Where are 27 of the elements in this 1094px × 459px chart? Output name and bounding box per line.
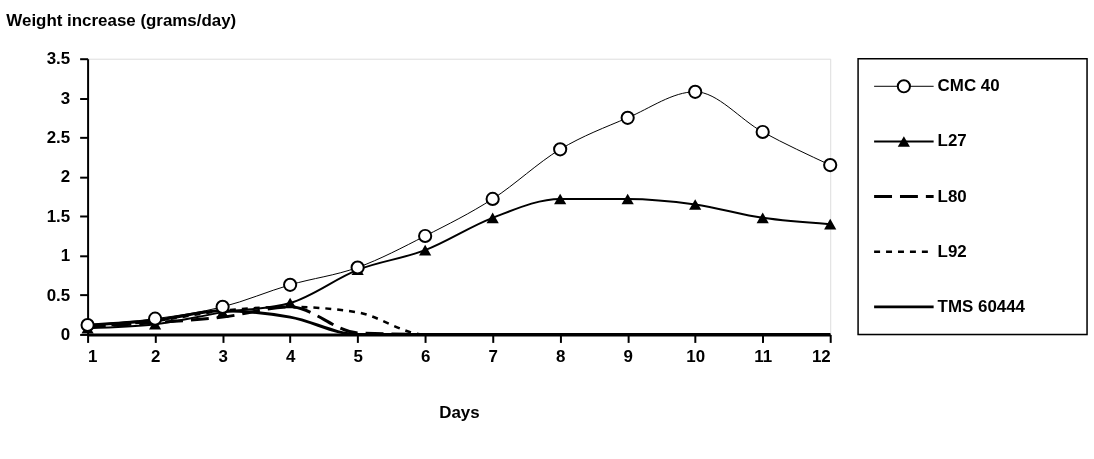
x-tick-label: 5 [353,346,363,366]
x-tick-label: 11 [754,346,773,366]
legend-label: L80 [937,186,967,206]
y-tick-label: 1.5 [46,206,71,226]
x-axis-title: Days [439,402,480,422]
y-tick-label: 2 [60,167,71,187]
x-tick-label: 7 [488,346,498,366]
x-tick-label: 8 [555,346,566,366]
legend-label: CMC 40 [937,76,1000,96]
x-tick-label: 4 [285,346,296,366]
legend-label: TMS 60444 [937,296,1026,316]
y-tick-label: 3.5 [46,49,71,69]
legend-label: L92 [937,241,967,261]
x-tick-label: 6 [420,346,431,366]
x-tick-label: 2 [150,346,161,366]
y-tick-label: 3 [60,88,71,108]
x-tick-label: 9 [623,346,633,366]
x-tick-label: 12 [811,346,831,366]
y-tick-label: 2.5 [46,127,71,147]
x-tick-label: 10 [686,346,706,366]
y-tick-label: 1 [60,246,71,266]
legend-label: L27 [937,131,967,151]
x-tick-label: 1 [88,346,98,366]
x-tick-label: 3 [218,346,228,366]
y-axis-title: Weight increase (grams/day) [6,10,237,30]
y-tick-label: 0 [60,324,71,344]
y-tick-label: 0.5 [46,285,71,305]
